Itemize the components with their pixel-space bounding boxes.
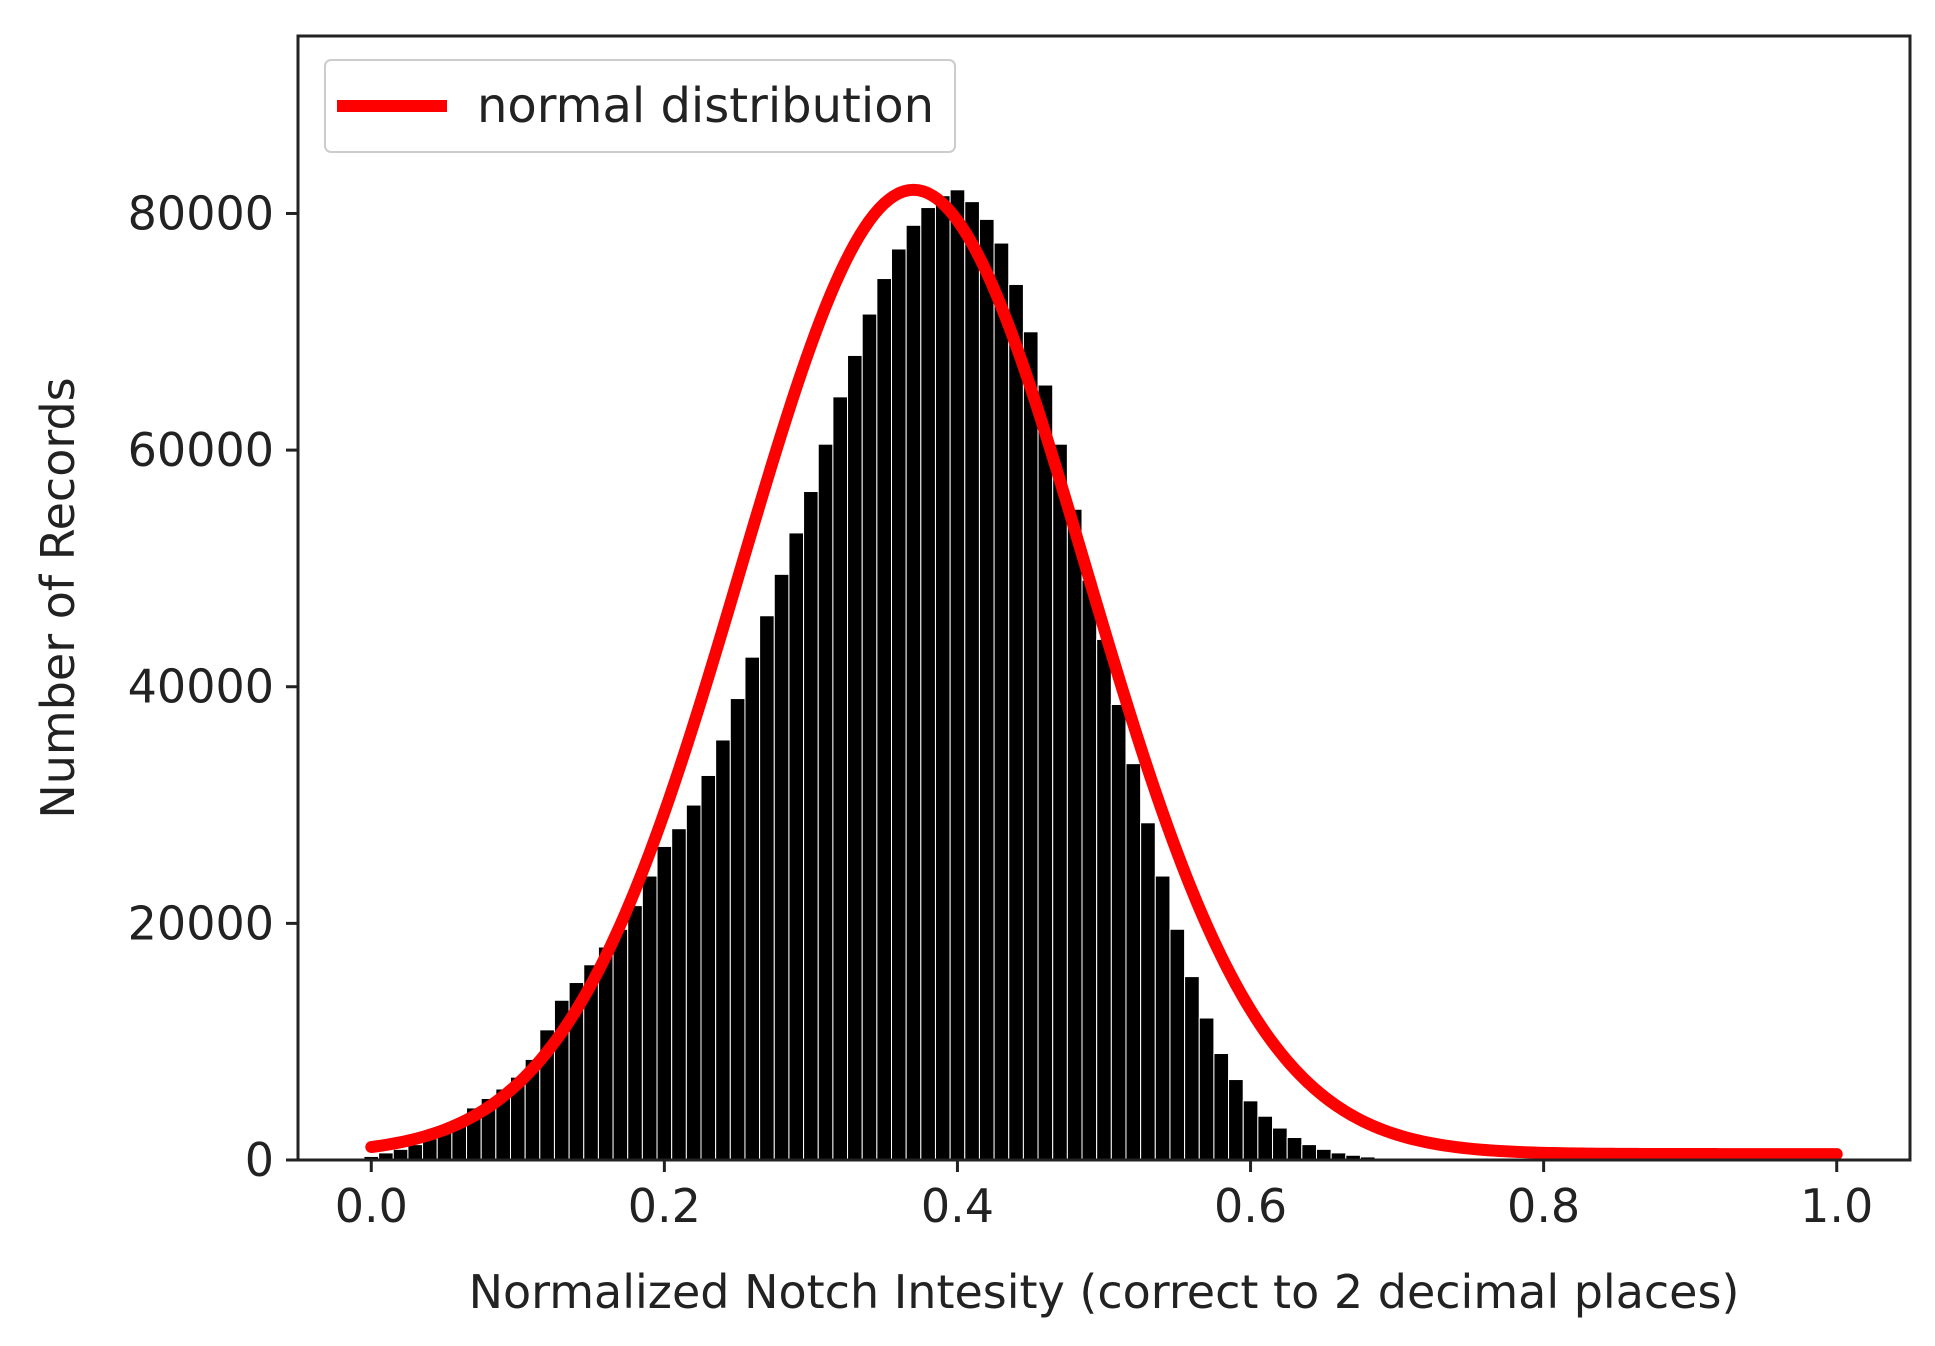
histogram-bar: [612, 928, 629, 1161]
histogram-bar: [993, 242, 1010, 1161]
histogram-bar: [1169, 928, 1186, 1161]
histogram-bar: [1315, 1148, 1332, 1161]
histogram-bar: [1272, 1127, 1288, 1161]
histogram-bar: [803, 491, 819, 1161]
histogram-bar: [671, 828, 687, 1161]
histogram-bar: [656, 845, 673, 1161]
histogram-bar: [949, 189, 966, 1161]
y-tick-label: 20000: [128, 896, 274, 950]
x-tick-label: 0.0: [335, 1179, 408, 1233]
plot-frame: [296, 34, 1912, 1162]
histogram-bar: [934, 195, 951, 1161]
histogram-bar: [1140, 822, 1156, 1161]
x-tick-label: 0.2: [628, 1179, 701, 1233]
normal-curve-layer: [365, 183, 1843, 1161]
histogram-bar: [627, 905, 643, 1161]
histogram-bar: [788, 532, 805, 1161]
histogram-bar: [905, 224, 922, 1161]
histogram-bar: [876, 278, 892, 1161]
histogram-bar: [817, 443, 834, 1161]
x-tick-label: 1.0: [1800, 1179, 1873, 1233]
histogram-bar: [964, 201, 980, 1161]
x-axis-ticks: 0.0 0.2 0.4 0.6 0.8 1.0: [335, 1160, 1873, 1233]
histogram-bar: [407, 1144, 424, 1161]
histogram-bar: [1110, 703, 1127, 1161]
histogram-bar: [1037, 384, 1054, 1161]
legend: normal distribution: [324, 59, 956, 153]
x-axis-label: Normalized Notch Intesity (correct to 2 …: [469, 1265, 1740, 1319]
histogram-bar: [1184, 976, 1200, 1161]
histogram-bar: [1052, 443, 1068, 1161]
histogram-bar: [1096, 638, 1112, 1161]
histogram-bar: [832, 396, 849, 1161]
histogram-bar: [978, 218, 995, 1161]
y-tick-label: 40000: [128, 660, 274, 714]
y-tick-label: 0: [245, 1133, 274, 1187]
histogram-bar: [1228, 1079, 1244, 1161]
histogram-bar: [1257, 1115, 1274, 1161]
x-tick-label: 0.8: [1507, 1179, 1580, 1233]
histogram-bar: [700, 774, 717, 1161]
histogram-bar: [920, 207, 936, 1161]
histogram-bar: [1081, 579, 1098, 1161]
y-axis-label: Number of Records: [31, 377, 85, 818]
x-tick-label: 0.6: [1214, 1179, 1287, 1233]
histogram-bar: [1286, 1137, 1303, 1161]
histogram-bar: [729, 698, 746, 1161]
x-tick-label: 0.4: [921, 1179, 994, 1233]
histogram-bars: [363, 189, 1479, 1161]
histogram-bar: [641, 875, 658, 1161]
histogram-bar: [891, 248, 907, 1161]
histogram-bar: [1008, 283, 1024, 1161]
histogram-bar: [1198, 1017, 1215, 1161]
histogram-bar: [759, 615, 775, 1161]
histogram-bar: [1066, 508, 1083, 1161]
histogram-bar: [1125, 763, 1142, 1161]
histogram-bar: [773, 573, 790, 1161]
y-tick-label: 60000: [128, 423, 274, 477]
histogram-bar: [1242, 1100, 1259, 1161]
legend-label-normal-distribution: normal distribution: [477, 78, 934, 134]
normal-distribution-line: [365, 183, 1843, 1161]
histogram-bar: [392, 1148, 409, 1161]
histogram-bar: [1213, 1053, 1230, 1161]
histogram-bar: [1301, 1144, 1317, 1161]
legend-box: [324, 59, 956, 153]
histogram-bar: [685, 804, 702, 1161]
y-axis-ticks: 0 20000 40000 60000 80000: [128, 186, 298, 1187]
histogram-bar: [861, 313, 878, 1161]
histogram-bar: [715, 739, 731, 1161]
histogram-bar: [1154, 875, 1171, 1161]
histogram-bar: [847, 354, 863, 1161]
histogram-bar: [744, 656, 761, 1161]
histogram-bar: [1022, 331, 1039, 1161]
y-tick-label: 80000: [128, 186, 274, 240]
